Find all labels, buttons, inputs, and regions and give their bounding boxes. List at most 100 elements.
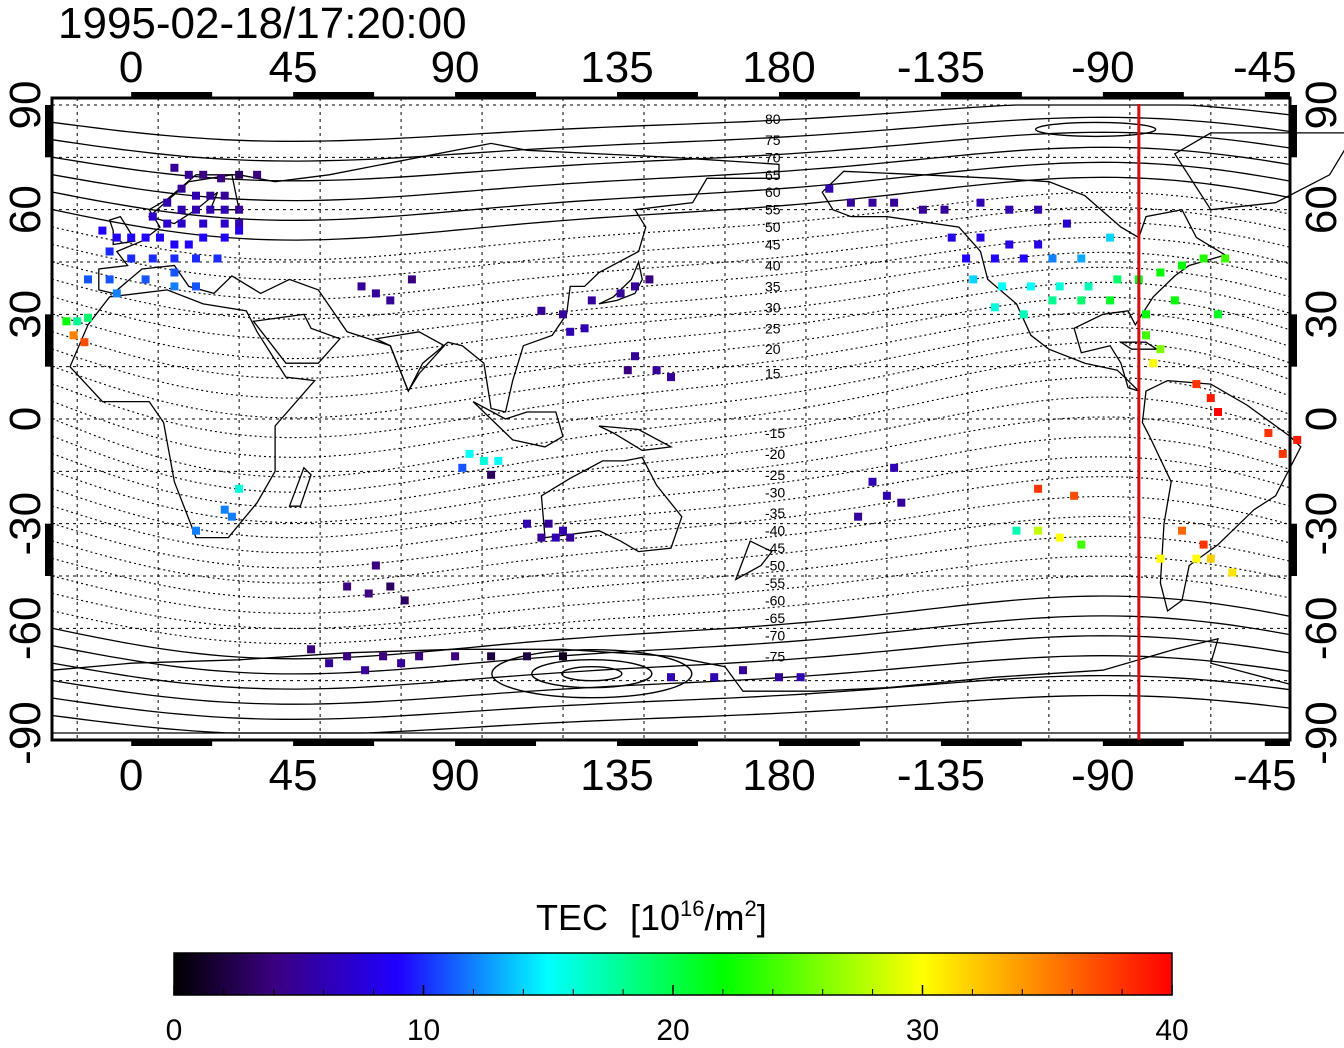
tec-point: [80, 338, 89, 347]
frame-bar-left: [45, 523, 52, 577]
tec-point: [112, 233, 121, 242]
tec-point: [1077, 540, 1086, 549]
contour-line: [51, 416, 1291, 524]
tec-point: [1156, 268, 1165, 277]
tec-point: [775, 673, 783, 682]
tec-point: [170, 268, 179, 277]
tec-point: [141, 275, 150, 284]
tec-point: [1149, 359, 1158, 368]
tec-point: [379, 652, 388, 661]
tec-point: [325, 659, 334, 668]
coastline: [472, 401, 564, 448]
tec-point: [170, 163, 179, 172]
coastline: [288, 466, 312, 507]
tec-point: [170, 282, 179, 291]
tec-point: [177, 205, 186, 214]
tec-point: [1106, 296, 1115, 305]
tec-point: [84, 313, 92, 322]
lon-tick-label-bottom: 135: [580, 751, 653, 800]
tec-point: [220, 205, 229, 214]
contour-line: [51, 116, 1291, 162]
tec-point: [631, 282, 639, 291]
lon-tick-label-top: -90: [1071, 43, 1135, 92]
tec-point: [177, 184, 186, 193]
tec-point: [148, 212, 157, 221]
frame-bar-top: [1264, 92, 1290, 98]
tec-point: [580, 324, 589, 333]
tec-point: [1192, 554, 1201, 563]
coastline: [540, 456, 683, 553]
lat-tick-label-right: -90: [1297, 701, 1344, 765]
tec-point: [1048, 296, 1057, 305]
tec-point: [1214, 408, 1222, 416]
tec-point: [141, 233, 150, 242]
colorbar-tick-label: 40: [1155, 1014, 1188, 1047]
frame-bar-top: [940, 92, 1022, 98]
contour-label: 35: [765, 278, 781, 294]
tec-point: [199, 219, 208, 228]
contour-label: 65: [765, 167, 781, 183]
tec-point: [170, 254, 179, 263]
contour-label: -45: [765, 540, 785, 556]
contour-label: -70: [765, 627, 785, 643]
tec-point: [523, 519, 531, 528]
tec-point: [235, 226, 244, 235]
tec-point: [998, 282, 1007, 291]
coastline: [1141, 379, 1302, 612]
lon-tick-label-bottom: 180: [742, 751, 815, 800]
tec-point: [1199, 254, 1208, 263]
lat-tick-label-left: 90: [1, 81, 50, 130]
tec-point: [192, 254, 200, 263]
tec-point: [177, 219, 186, 228]
contour-label: 30: [765, 299, 781, 315]
frame-bar-top: [293, 92, 375, 98]
tec-point: [1178, 526, 1186, 535]
lat-tick-label-left: -30: [1, 492, 50, 556]
tec-point: [163, 198, 172, 207]
tec-point: [62, 317, 71, 326]
colorbar-tick-label: 20: [656, 1014, 689, 1047]
contour-line: [51, 515, 1291, 599]
tec-point: [253, 170, 262, 179]
contour-line: [51, 655, 1291, 705]
tec-point: [479, 456, 488, 465]
contour-line: [51, 635, 1291, 690]
tec-point: [890, 198, 899, 207]
frame-bar-bottom: [293, 740, 375, 746]
contour-label: -60: [765, 592, 785, 608]
tec-point: [1192, 380, 1201, 389]
tec-point: [1278, 449, 1287, 458]
lon-tick-label-bottom: -90: [1071, 751, 1135, 800]
tec-point: [1206, 394, 1215, 403]
contour-label: -75: [765, 648, 785, 664]
contour-line: [51, 161, 1291, 221]
tec-point: [199, 170, 208, 179]
tec-point: [112, 289, 121, 298]
tec-point: [156, 233, 164, 242]
tec-point: [213, 254, 222, 263]
tec-point: [1062, 219, 1071, 228]
tec-point: [1106, 233, 1115, 242]
contour-labels: 8075706560555045403530252015-15-20-25-30…: [765, 111, 785, 664]
tec-point: [1264, 429, 1273, 437]
contour-line: [51, 131, 1291, 182]
contour-pole: [561, 666, 623, 682]
contour-label: -15: [765, 425, 785, 441]
tec-point: [451, 652, 460, 661]
tec-point: [343, 652, 352, 661]
contour-label: 50: [765, 219, 781, 235]
tec-point: [487, 652, 496, 661]
tec-point: [357, 282, 366, 291]
colorbar-ticks: 0 10 20 30 40: [166, 985, 1189, 1047]
tec-point: [1199, 540, 1208, 549]
contour-label: -55: [765, 575, 785, 591]
tec-point: [69, 331, 78, 340]
frame-bar-bottom: [455, 740, 537, 746]
tec-point: [148, 254, 157, 263]
tec-point: [882, 491, 891, 500]
tec-point: [1156, 554, 1165, 563]
coastline: [51, 637, 1291, 734]
lat-tick-label-right: 60: [1297, 185, 1344, 234]
contour-lines: [51, 104, 1291, 734]
coastline: [734, 540, 773, 581]
